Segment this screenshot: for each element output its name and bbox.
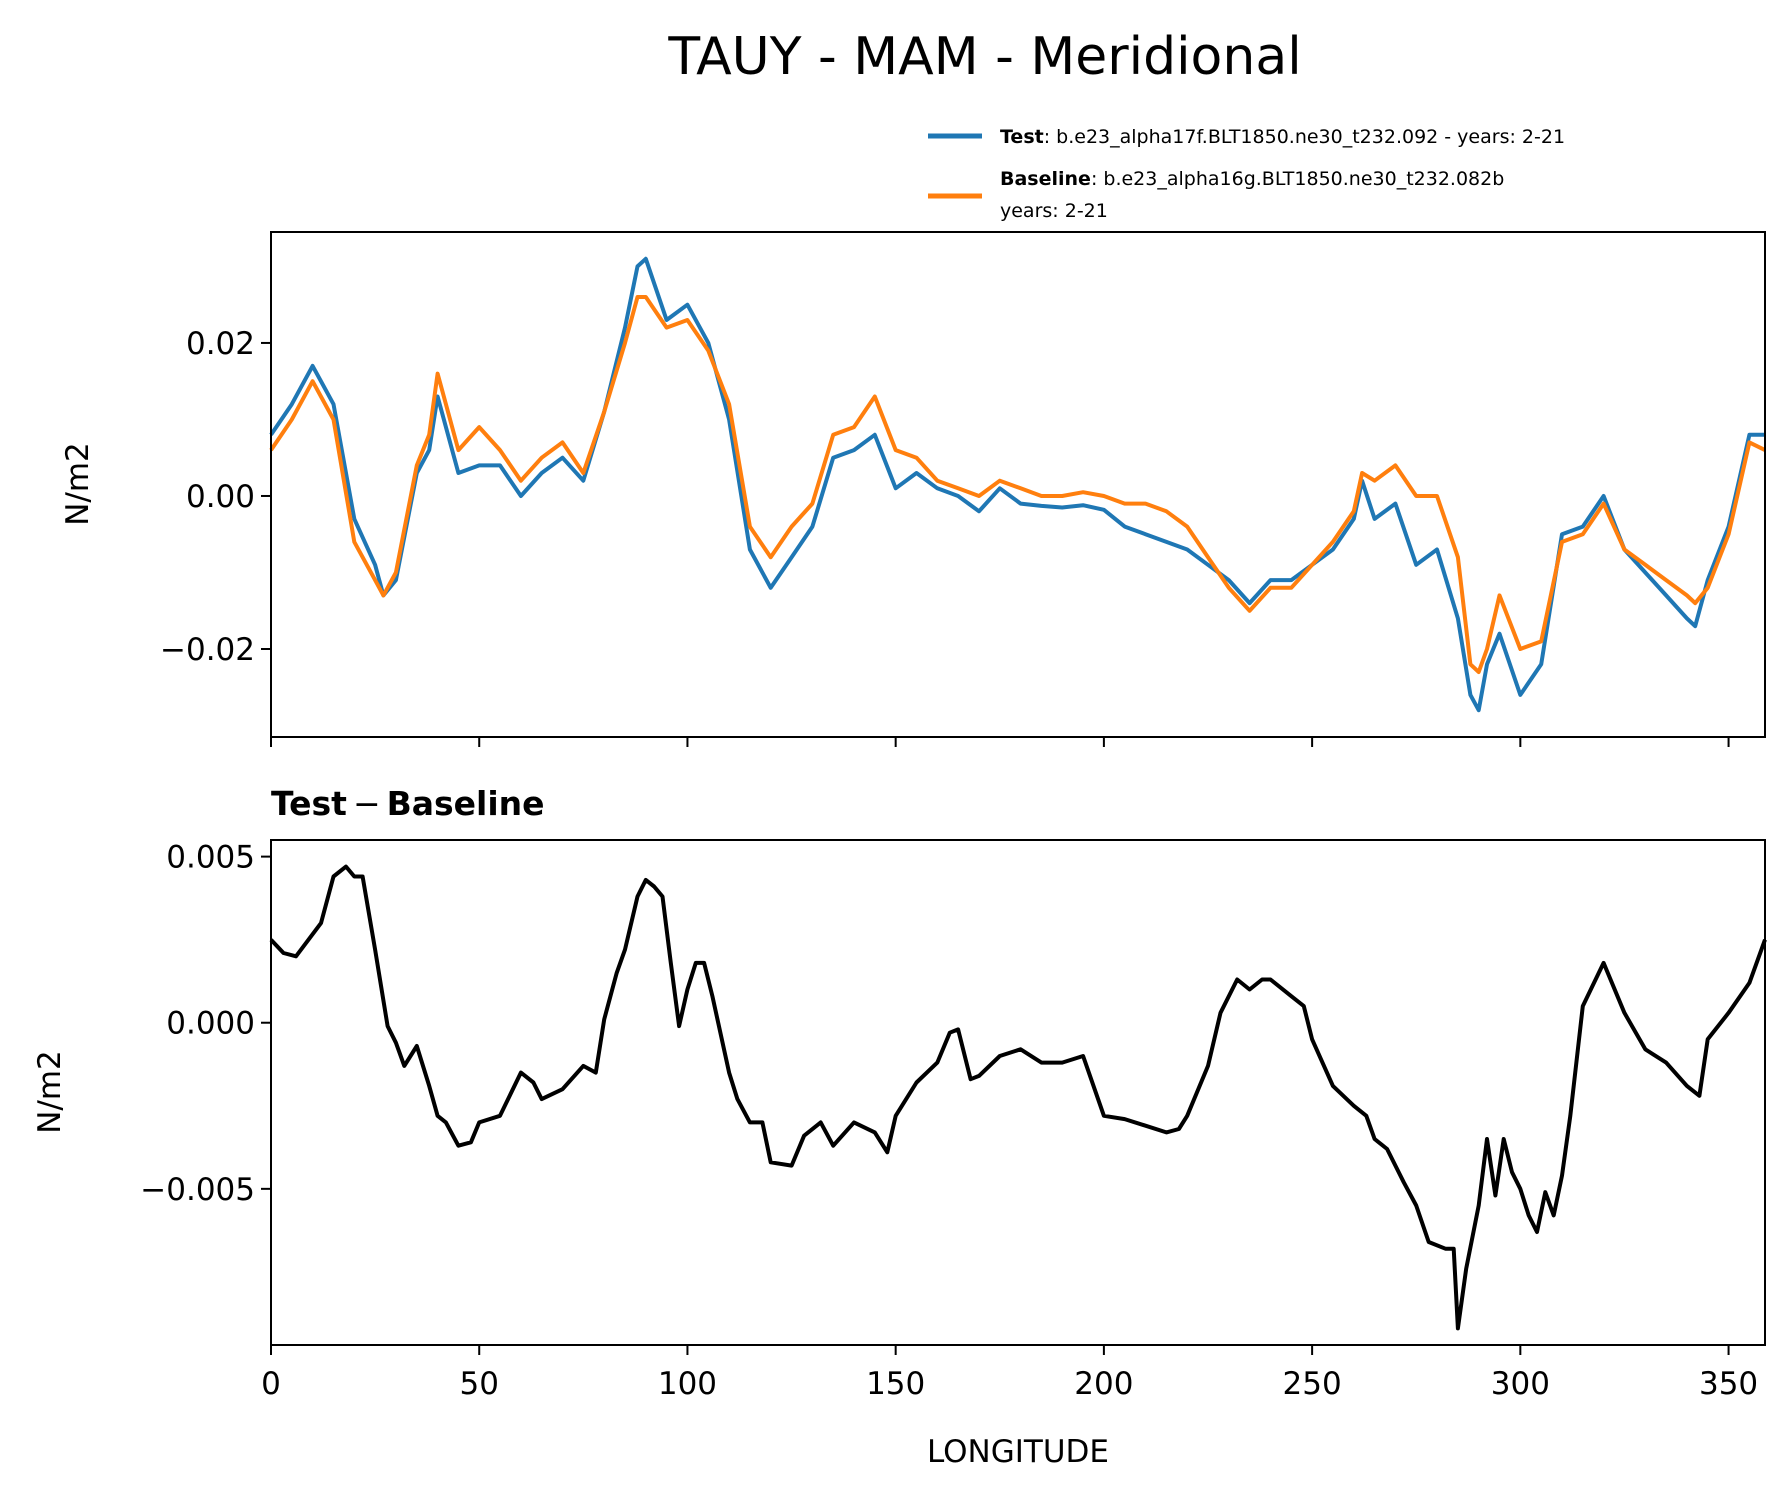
top-series-baseline bbox=[269, 295, 1766, 674]
top-x-axis bbox=[270, 737, 1730, 747]
top-panel: 0.02 0.00 −0.02 N/m2 bbox=[60, 231, 1766, 747]
bottom-y-axis: 0.005 0.000 −0.005 bbox=[140, 840, 271, 1208]
top-series-test bbox=[269, 256, 1765, 713]
top-y-axis-label: N/m2 bbox=[60, 442, 96, 526]
bottom-panel: Test − Baseline 0.005 0.000 −0.005 0 50 100 150… bbox=[32, 784, 1767, 1470]
chart-title: TAUY - MAM - Meridional bbox=[667, 27, 1301, 87]
x-tick-label: 200 bbox=[1074, 1366, 1133, 1402]
x-axis-label: LONGITUDE bbox=[927, 1434, 1109, 1470]
legend-baseline-name: Baseline bbox=[1000, 168, 1091, 190]
legend-test-label: : b.e23_alpha17f.BLT1850.ne30_t232.092 -… bbox=[1044, 126, 1565, 148]
legend-test-name: Test bbox=[1000, 126, 1044, 148]
bottom-y-tick-label: 0.005 bbox=[166, 840, 255, 876]
bottom-y-tick-label: −0.005 bbox=[140, 1172, 255, 1208]
top-panel-series bbox=[269, 256, 1766, 713]
top-y-tick-label: 0.00 bbox=[186, 479, 255, 515]
bottom-panel-title: Test − Baseline bbox=[271, 784, 545, 823]
legend-baseline-entry: Baseline: b.e23_alpha16g.BLT1850.ne30_t2… bbox=[1000, 168, 1504, 190]
x-tick-label: 250 bbox=[1283, 1366, 1342, 1402]
top-y-axis: 0.02 0.00 −0.02 bbox=[160, 326, 271, 668]
x-tick-label: 300 bbox=[1491, 1366, 1550, 1402]
bottom-y-axis-label: N/m2 bbox=[32, 1050, 68, 1134]
x-tick-label: 350 bbox=[1699, 1366, 1758, 1402]
bottom-panel-title-operator: − bbox=[353, 784, 381, 823]
legend-test-entry: Test: b.e23_alpha17f.BLT1850.ne30_t232.0… bbox=[1000, 126, 1565, 148]
legend-baseline-label: : b.e23_alpha16g.BLT1850.ne30_t232.082b bbox=[1091, 168, 1504, 190]
legend: Test: b.e23_alpha17f.BLT1850.ne30_t232.0… bbox=[928, 126, 1565, 222]
bottom-panel-title-baseline: Baseline bbox=[387, 784, 545, 823]
bottom-series-test-baseline bbox=[269, 864, 1767, 1331]
x-tick-label: 150 bbox=[866, 1366, 925, 1402]
x-tick-label: 100 bbox=[658, 1366, 717, 1402]
bottom-panel-title-test: Test bbox=[271, 784, 347, 823]
top-y-tick-label: −0.02 bbox=[160, 632, 255, 668]
bottom-y-tick-label: 0.000 bbox=[166, 1006, 255, 1042]
bottom-x-axis: 0 50 100 150 200 250 300 350 bbox=[261, 1345, 1758, 1402]
top-panel-frame bbox=[270, 231, 1766, 738]
top-y-tick-label: 0.02 bbox=[186, 326, 255, 362]
x-tick-label: 50 bbox=[459, 1366, 498, 1402]
legend-baseline-label-line2: years: 2-21 bbox=[1000, 200, 1108, 222]
bottom-panel-series bbox=[269, 864, 1767, 1331]
bottom-panel-frame bbox=[270, 839, 1766, 1346]
x-tick-label: 0 bbox=[261, 1366, 281, 1402]
